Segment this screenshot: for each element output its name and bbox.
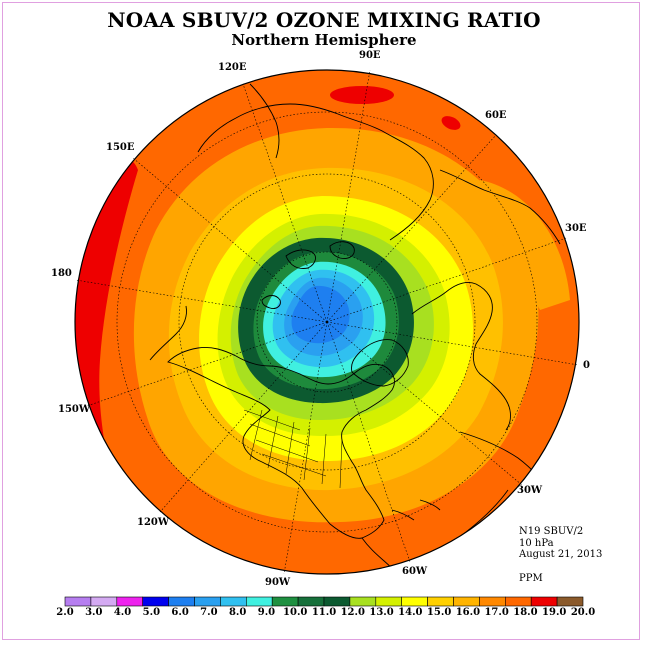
units-label: PPM bbox=[519, 573, 543, 584]
band-18-19-north bbox=[330, 86, 394, 104]
date-label: August 21, 2013 bbox=[519, 549, 603, 560]
meridian-90e bbox=[326, 69, 371, 323]
colorbar-cell bbox=[64, 596, 92, 607]
meridian-30e bbox=[326, 237, 567, 323]
colorbar-tick-label: 19.0 bbox=[542, 607, 567, 618]
colorbar-tick-label: 5.0 bbox=[142, 607, 161, 618]
colorbar-cell bbox=[427, 596, 454, 607]
coast-asia-south bbox=[439, 169, 561, 245]
map-title: NOAA SBUV/2 OZONE MIXING RATIO bbox=[107, 8, 541, 32]
pressure-level-label: 10 hPa bbox=[519, 538, 554, 549]
colorbar-tick-label: 9.0 bbox=[257, 607, 276, 618]
coast-north-america bbox=[167, 347, 395, 539]
lon-label-30e: 30E bbox=[565, 223, 587, 234]
colorbar-cell bbox=[168, 596, 195, 607]
colorbar-cell bbox=[90, 596, 118, 607]
map-border bbox=[74, 69, 580, 575]
colorbar-cell bbox=[530, 596, 558, 607]
lon-label-0: 0 bbox=[583, 360, 590, 371]
lon-label-60e: 60E bbox=[485, 110, 507, 121]
meridian-30w bbox=[326, 321, 523, 486]
lon-label-120e: 120E bbox=[218, 62, 247, 73]
meridian-90w bbox=[283, 321, 328, 575]
coast-greenland bbox=[351, 339, 409, 387]
coast-asia bbox=[197, 103, 434, 241]
meridian-150w bbox=[86, 321, 328, 407]
lon-label-60w: 60W bbox=[402, 566, 428, 577]
lon-label-90e: 90E bbox=[359, 50, 381, 61]
lon-label-150w: 150W bbox=[58, 404, 91, 415]
colorbar-tick-label: 11.0 bbox=[311, 607, 337, 618]
colorbar-cell bbox=[116, 596, 144, 607]
lon-label-180: 180 bbox=[51, 268, 72, 279]
band-18-19-ne bbox=[441, 116, 461, 130]
meridian-0 bbox=[326, 321, 579, 366]
us-state-borders bbox=[243, 409, 343, 489]
meridian-150e bbox=[132, 157, 328, 323]
colorbar-tick-label: 4.0 bbox=[113, 607, 132, 618]
colorbar-cell bbox=[401, 596, 428, 607]
meridian-120e bbox=[242, 83, 328, 323]
meridian-60w bbox=[326, 321, 411, 563]
colorbar-cell bbox=[297, 596, 325, 607]
band-16-17-east bbox=[470, 180, 570, 310]
map-subtitle: Northern Hemisphere bbox=[231, 31, 417, 49]
colorbar-cell bbox=[453, 596, 480, 607]
lon-label-90w: 90W bbox=[265, 577, 291, 588]
colorbar-cell bbox=[246, 596, 273, 607]
colorbar-tick-label: 17.0 bbox=[484, 607, 509, 618]
figure-frame bbox=[2, 2, 640, 640]
colorbar-tick-label: 13.0 bbox=[369, 607, 394, 618]
colorbar-tick-label: 7.0 bbox=[200, 607, 218, 618]
lon-label-30w: 30W bbox=[517, 485, 543, 496]
coast-arctic-islands bbox=[261, 241, 355, 309]
colorbar-tick-label: 20.0 bbox=[570, 607, 596, 618]
colorbar-cell bbox=[271, 596, 299, 607]
colorbar-tick-label: 6.0 bbox=[171, 607, 189, 618]
colorbar-cell bbox=[323, 596, 351, 607]
colorbar-tick-label: 16.0 bbox=[455, 607, 481, 618]
colorbar-cell bbox=[375, 596, 402, 607]
colorbar-cells bbox=[64, 596, 584, 607]
colorbar-cell bbox=[349, 596, 377, 607]
graticule bbox=[75, 69, 579, 575]
colorbar-tick-label: 10.0 bbox=[283, 607, 308, 618]
lon-label-120w: 120W bbox=[137, 517, 170, 528]
colorbar-cell bbox=[504, 596, 532, 607]
lon-label-150e: 150E bbox=[106, 142, 135, 153]
colorbar-tick-label: 2.0 bbox=[56, 607, 74, 618]
coast-alaska bbox=[149, 305, 187, 361]
colorbar-cell bbox=[142, 596, 169, 607]
colorbar-tick-label: 8.0 bbox=[228, 607, 247, 618]
meridian-120w bbox=[159, 321, 328, 513]
instrument-label: N19 SBUV/2 bbox=[519, 526, 584, 537]
latitude-circle-70 bbox=[256, 251, 398, 393]
coast-japan bbox=[249, 83, 280, 159]
colorbar-cell bbox=[194, 596, 221, 607]
colorbar-cell bbox=[479, 596, 506, 607]
meridian-180 bbox=[75, 279, 328, 323]
colorbar-tick-label: 12.0 bbox=[340, 607, 365, 618]
colorbar-tick-label: 18.0 bbox=[513, 607, 538, 618]
colorbar-tick-label: 14.0 bbox=[398, 607, 423, 618]
colorbar-cell bbox=[220, 596, 247, 607]
meridian-60e bbox=[326, 134, 497, 323]
coast-europe bbox=[411, 281, 511, 431]
colorbar-tick-label: 15.0 bbox=[426, 607, 452, 618]
colorbar-tick-label: 3.0 bbox=[85, 607, 103, 618]
colorbar-cell bbox=[556, 596, 584, 607]
latitude-circle-30 bbox=[116, 111, 538, 533]
latitude-circle-50 bbox=[178, 173, 476, 471]
